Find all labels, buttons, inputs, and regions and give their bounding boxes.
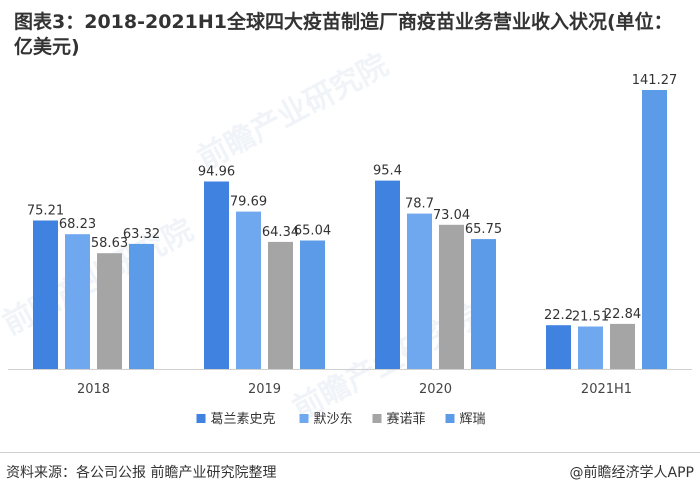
x-tick-label: 2021H1 <box>581 382 632 397</box>
data-label: 141.27 <box>632 73 678 88</box>
data-label: 22.84 <box>604 307 641 322</box>
source-note: 资料来源：各公司公报 前瞻产业研究院整理 <box>6 465 277 481</box>
data-label: 73.04 <box>433 208 470 223</box>
data-label: 75.21 <box>27 204 64 219</box>
bar <box>578 326 603 369</box>
bar <box>546 325 571 369</box>
data-label: 68.23 <box>59 217 96 232</box>
bar <box>236 211 261 369</box>
bar <box>97 253 122 369</box>
legend-swatch <box>196 414 206 423</box>
bar <box>610 323 635 369</box>
legend-swatch <box>372 414 382 423</box>
credit-note: @前瞻经济学人APP <box>569 465 694 481</box>
data-label: 65.04 <box>294 224 331 239</box>
bar <box>204 181 229 369</box>
data-label: 63.32 <box>123 227 160 242</box>
data-label: 94.96 <box>198 165 235 180</box>
bar <box>642 90 667 369</box>
bar <box>129 243 154 369</box>
legend-label: 默沙东 <box>314 411 353 427</box>
footer-divider <box>0 452 700 453</box>
data-label: 64.34 <box>262 225 299 240</box>
x-tick-label: 2018 <box>77 382 110 397</box>
watermark: 前瞻产业研究院 <box>192 48 394 177</box>
bar <box>407 213 432 369</box>
bar <box>471 239 496 369</box>
data-label: 95.4 <box>373 164 402 179</box>
legend: 葛兰素史克 默沙东 赛诺菲 辉瑞 <box>196 411 486 427</box>
legend-label: 辉瑞 <box>460 412 486 427</box>
chart-title: 图表3：2018-2021H1全球四大疫苗制造厂商疫苗业务营业收入状况(单位：亿… <box>14 11 673 58</box>
data-label: 79.69 <box>230 195 267 210</box>
x-tick-labels: 2018 2019 2020 2021H1 <box>77 382 632 397</box>
bar <box>439 224 464 369</box>
data-label: 58.63 <box>91 236 128 251</box>
bar <box>375 180 400 369</box>
bar <box>300 240 325 369</box>
bar-chart: 前瞻产业研究院 前瞻产业研究院 前瞻产业研究院 2018201920202021… <box>0 48 692 427</box>
data-label: 21.51 <box>572 310 609 325</box>
data-label: 65.75 <box>465 222 502 237</box>
bar <box>65 234 90 369</box>
legend-label: 葛兰素史克 <box>211 412 276 427</box>
bars-group <box>33 90 667 369</box>
legend-swatch <box>445 414 455 423</box>
data-label: 22.2 <box>544 308 573 323</box>
bar <box>33 220 58 369</box>
x-tick-label: 2019 <box>248 382 281 397</box>
data-label: 78.7 <box>405 197 434 212</box>
x-tick-label: 2020 <box>419 382 452 397</box>
legend-label: 赛诺菲 <box>387 411 426 427</box>
legend-swatch <box>299 414 309 423</box>
bar <box>268 241 293 369</box>
